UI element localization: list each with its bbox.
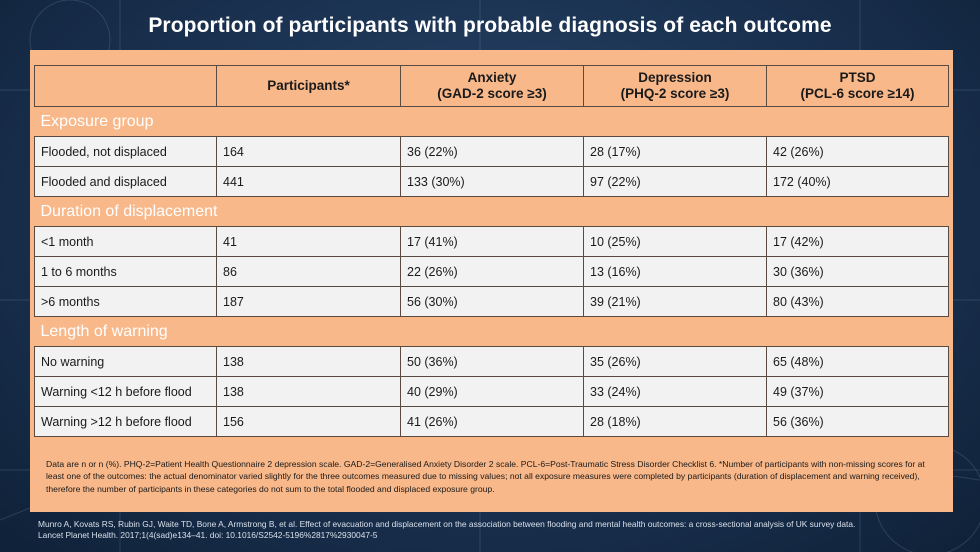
table-cell: 56 (30%)	[400, 286, 584, 317]
table-cell: 28 (17%)	[583, 136, 767, 167]
row-label: No warning	[34, 346, 217, 377]
group-header-row: Duration of displacement	[34, 196, 949, 227]
table-cell: 49 (37%)	[766, 376, 949, 407]
table-cell: 41 (26%)	[400, 406, 584, 437]
outcomes-table: Participants* Anxiety (GAD-2 score ≥3) Depr…	[34, 65, 949, 437]
table-row: Flooded and displaced 441 133 (30%) 97 (22%…	[34, 166, 949, 197]
row-label: <1 month	[34, 226, 217, 257]
table-cell: 33 (24%)	[583, 376, 767, 407]
column-header-subtitle: (PHQ-2 score ≥3)	[620, 86, 730, 101]
table-cell: 56 (36%)	[766, 406, 949, 437]
table-cell: 36 (22%)	[400, 136, 584, 167]
table-cell: 40 (29%)	[400, 376, 584, 407]
table-footnote: Data are n or n (%). PHQ-2=Patient Healt…	[46, 459, 925, 494]
table-cell: 65 (48%)	[766, 346, 949, 377]
table-header-row: Participants* Anxiety (GAD-2 score ≥3) Depr…	[34, 65, 949, 107]
column-header: Depression (PHQ-2 score ≥3)	[583, 65, 767, 107]
column-header-subtitle: (PCL-6 score ≥14)	[800, 86, 915, 101]
table-cell: 441	[216, 166, 401, 197]
table-cell: 39 (21%)	[583, 286, 767, 317]
table-cell: 50 (36%)	[400, 346, 584, 377]
row-label: 1 to 6 months	[34, 256, 217, 287]
table-cell: 156	[216, 406, 401, 437]
table-cell: 17 (41%)	[400, 226, 584, 257]
table-cell: 41	[216, 226, 401, 257]
column-header-title: PTSD	[839, 70, 876, 85]
row-label: Warning <12 h before flood	[34, 376, 217, 407]
table-cell: 35 (26%)	[583, 346, 767, 377]
row-label: >6 months	[34, 286, 217, 317]
table-cell: 97 (22%)	[583, 166, 767, 197]
column-header-title: Depression	[638, 70, 712, 85]
table-cell: 164	[216, 136, 401, 167]
table-cell: 138	[216, 376, 401, 407]
table-cell: 30 (36%)	[766, 256, 949, 287]
column-header-subtitle: (GAD-2 score ≥3)	[437, 86, 547, 101]
table-cell: 13 (16%)	[583, 256, 767, 287]
table-row: Warning >12 h before flood 156 41 (26%) 28 …	[34, 406, 949, 437]
table-cell: 138	[216, 346, 401, 377]
citation: Munro A, Kovats RS, Rubin GJ, Waite TD, …	[38, 519, 958, 541]
column-header	[34, 65, 217, 107]
table-cell: 28 (18%)	[583, 406, 767, 437]
column-header: Participants*	[216, 65, 401, 107]
group-label: Exposure group	[34, 106, 949, 137]
table-cell: 133 (30%)	[400, 166, 584, 197]
table-cell: 22 (26%)	[400, 256, 584, 287]
table-row: Flooded, not displaced 164 36 (22%) 28 (17%…	[34, 136, 949, 167]
row-label: Warning >12 h before flood	[34, 406, 217, 437]
group-label: Duration of displacement	[34, 196, 949, 227]
row-label: Flooded, not displaced	[34, 136, 217, 167]
group-label: Length of warning	[34, 316, 949, 347]
table-row: >6 months 187 56 (30%) 39 (21%) 80 (43%)	[34, 286, 949, 317]
column-header: Anxiety (GAD-2 score ≥3)	[400, 65, 584, 107]
table-row: <1 month 41 17 (41%) 10 (25%) 17 (42%)	[34, 226, 949, 257]
citation-line-1: Munro A, Kovats RS, Rubin GJ, Waite TD, …	[38, 519, 856, 529]
table-cell: 80 (43%)	[766, 286, 949, 317]
table-cell: 17 (42%)	[766, 226, 949, 257]
page-title: Proportion of participants with probable…	[148, 14, 832, 37]
group-header-row: Exposure group	[34, 106, 949, 137]
row-label: Flooded and displaced	[34, 166, 217, 197]
table-row: Warning <12 h before flood 138 40 (29%) 33 …	[34, 376, 949, 407]
column-header-title: Anxiety	[467, 70, 517, 85]
column-header: PTSD (PCL-6 score ≥14)	[766, 65, 949, 107]
table-cell: 187	[216, 286, 401, 317]
table-cell: 10 (25%)	[583, 226, 767, 257]
table-cell: 86	[216, 256, 401, 287]
table-row: 1 to 6 months 86 22 (26%) 13 (16%) 30 (36%)	[34, 256, 949, 287]
table-frame: Participants* Anxiety (GAD-2 score ≥3) Depr…	[30, 50, 953, 512]
table-cell: 172 (40%)	[766, 166, 949, 197]
citation-line-2: Lancet Planet Health. 2017;1(4(sad)e134–…	[38, 530, 378, 540]
column-header-title: Participants*	[267, 78, 350, 93]
table-cell: 42 (26%)	[766, 136, 949, 167]
group-header-row: Length of warning	[34, 316, 949, 347]
table-row: No warning 138 50 (36%) 35 (26%) 65 (48%)	[34, 346, 949, 377]
